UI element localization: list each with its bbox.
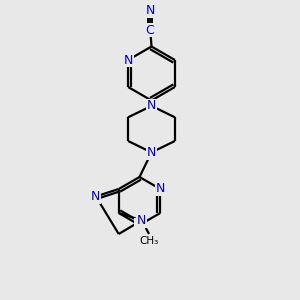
Text: N: N <box>156 182 165 196</box>
Text: CH₃: CH₃ <box>140 236 159 246</box>
Text: N: N <box>135 218 144 232</box>
Text: N: N <box>123 53 133 67</box>
Text: N: N <box>147 146 156 159</box>
Text: N: N <box>137 214 146 227</box>
Text: N: N <box>147 99 156 112</box>
Text: N: N <box>145 4 155 17</box>
Text: C: C <box>146 23 154 37</box>
Text: N: N <box>91 190 101 203</box>
